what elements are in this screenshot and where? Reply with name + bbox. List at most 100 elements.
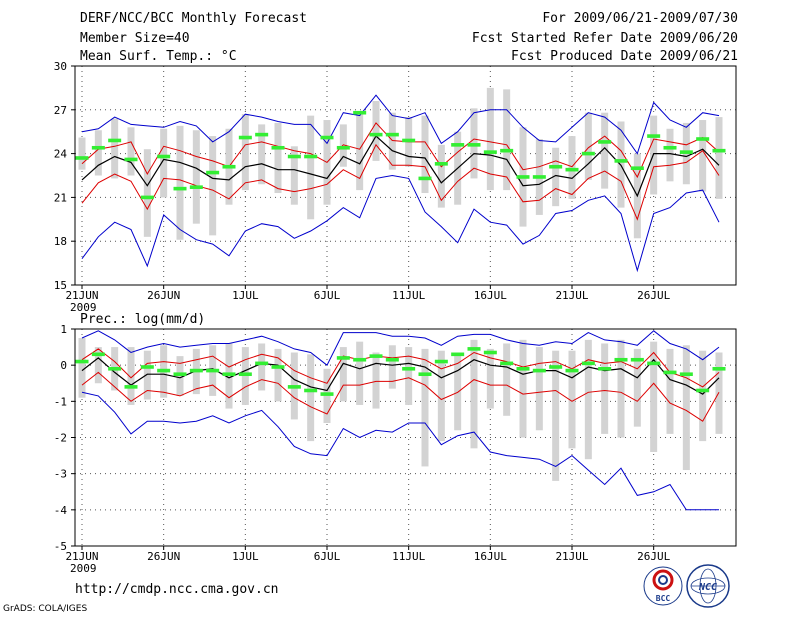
- range-bar: [552, 350, 560, 481]
- median-mark: [108, 138, 122, 143]
- range-bar: [715, 117, 723, 199]
- range-bar: [339, 124, 347, 167]
- median-mark: [91, 352, 105, 357]
- median-mark: [434, 359, 448, 364]
- x-tick-label: 26JUL: [637, 550, 670, 563]
- panel-title: Prec.: log(mm/d): [80, 312, 205, 327]
- median-mark: [647, 361, 661, 366]
- range-bar: [568, 350, 576, 449]
- bcc-logo-text: BCC: [656, 594, 671, 603]
- range-bar: [94, 347, 102, 384]
- range-bar: [388, 345, 396, 389]
- range-bar: [127, 347, 135, 405]
- range-bar: [568, 136, 576, 199]
- range-bar: [388, 112, 396, 170]
- median-mark: [385, 132, 399, 137]
- median-mark: [140, 195, 154, 200]
- range-bar: [258, 124, 266, 185]
- range-bar: [209, 136, 217, 236]
- median-mark: [189, 368, 203, 373]
- y-tick-label: 18: [54, 235, 67, 248]
- median-mark: [434, 162, 448, 166]
- median-mark: [336, 356, 350, 360]
- median-mark: [157, 368, 171, 373]
- x-tick-label: 6JUL: [314, 550, 341, 563]
- x-tick-label: 11JUL: [392, 289, 425, 302]
- median-mark: [500, 148, 514, 153]
- median-mark: [353, 110, 367, 115]
- range-bar: [307, 115, 315, 220]
- range-bar: [437, 350, 445, 442]
- y-tick-label: 24: [54, 148, 68, 161]
- median-mark: [418, 372, 432, 377]
- temperature-panel: 15 18 21 24 27 30 21JUN 26JUN 1JUL 6JUL 11JUL 16JUL…: [54, 60, 737, 314]
- median-mark: [483, 350, 497, 355]
- y-tick-label: -1: [54, 395, 67, 408]
- median-mark: [304, 388, 318, 393]
- series-line-min: [81, 391, 719, 511]
- plot-frame: [74, 65, 737, 286]
- range-bar: [258, 343, 266, 391]
- median-mark: [271, 365, 285, 369]
- x-tick-label: 21JUL: [555, 550, 588, 563]
- range-bar: [356, 114, 364, 191]
- x-tick-label: 26JUN: [147, 289, 180, 302]
- series-line-lower: [81, 143, 720, 221]
- median-mark: [108, 366, 122, 371]
- median-mark: [271, 145, 285, 150]
- y-tick-label: 30: [54, 60, 67, 73]
- range-bar: [421, 115, 429, 194]
- median-mark: [91, 145, 105, 150]
- range-bar: [454, 352, 462, 431]
- x-tick-label: 16JUL: [474, 289, 507, 302]
- median-mark: [549, 164, 563, 169]
- range-bar: [143, 350, 151, 400]
- x-tick-label: 1JUL: [232, 550, 259, 563]
- series-line-upper: [81, 348, 720, 388]
- series-line-mean: [81, 357, 720, 395]
- range-bar: [241, 347, 249, 405]
- median-mark: [467, 347, 481, 351]
- series-line-min: [81, 174, 720, 273]
- range-bar: [405, 347, 413, 405]
- range-bar: [617, 339, 625, 438]
- median-mark: [124, 157, 138, 162]
- median-mark: [157, 154, 171, 159]
- median-mark: [516, 366, 530, 371]
- source-url[interactable]: http://cmdp.ncc.cma.gov.cn: [75, 582, 279, 597]
- forecast-produced-date: Fcst Produced Date 2009/06/21: [511, 49, 738, 64]
- range-bar: [290, 146, 298, 205]
- y-tick-label: -4: [54, 504, 68, 517]
- range-bar: [372, 101, 380, 161]
- range-bar: [176, 356, 184, 396]
- median-mark: [255, 361, 269, 366]
- x-tick-label: 26JUL: [637, 289, 670, 302]
- range-bar: [127, 127, 135, 176]
- median-mark: [565, 368, 579, 373]
- range-bar: [372, 352, 380, 409]
- range-bar: [486, 87, 494, 191]
- range-bar: [535, 347, 543, 431]
- median-mark: [75, 156, 89, 160]
- median-mark: [238, 135, 252, 140]
- x-tick-label: 16JUL: [474, 550, 507, 563]
- range-bar: [666, 128, 674, 182]
- median-mark: [598, 140, 612, 144]
- range-bar: [519, 339, 527, 438]
- median-mark: [222, 372, 236, 377]
- median-mark: [679, 150, 693, 154]
- range-bar: [160, 128, 168, 198]
- y-tick-label: -5: [54, 540, 67, 553]
- median-mark: [614, 159, 628, 163]
- median-mark: [712, 366, 726, 371]
- median-mark: [598, 366, 612, 371]
- y-tick-label: 27: [54, 104, 67, 117]
- range-bar: [437, 144, 445, 208]
- ncc-logo-text: NCC: [698, 582, 717, 593]
- y-tick-label: 15: [54, 279, 67, 292]
- median-mark: [238, 372, 252, 377]
- median-mark: [630, 166, 644, 170]
- series-line-lower: [81, 371, 720, 422]
- x-tick-label: 6JUL: [314, 289, 341, 302]
